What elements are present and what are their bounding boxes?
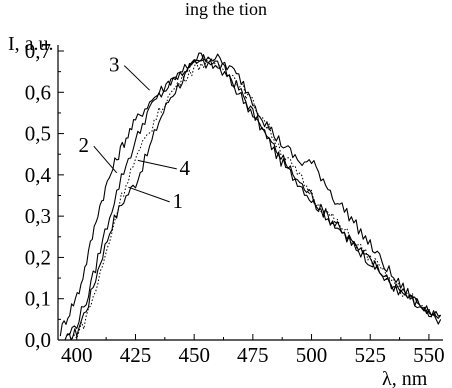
y-tick-label: 0,6 [25, 80, 51, 104]
callout-line-2 [93, 145, 118, 174]
y-tick-label: 0,5 [25, 122, 51, 146]
series-line-4 [71, 57, 437, 340]
callout-label-1: 1 [172, 189, 183, 213]
x-tick-label: 425 [120, 343, 152, 367]
callout-label-4: 4 [180, 156, 191, 180]
x-tick-label: 400 [61, 343, 93, 367]
y-tick-label: 0,4 [25, 163, 52, 187]
callout-line-1 [128, 186, 170, 203]
x-tick-label: 500 [296, 343, 328, 367]
y-tick-label: 0,2 [25, 245, 51, 269]
annotations: 3 2 4 1 [79, 53, 191, 213]
y-axis-title: I, a.u. [8, 33, 54, 55]
callout-label-3: 3 [109, 53, 120, 77]
y-tick-label: 0,1 [25, 287, 51, 311]
callout-line-4 [137, 159, 177, 170]
series-line-1 [67, 54, 442, 341]
x-axis-title: λ, nm [382, 368, 428, 388]
callout-line-3 [123, 65, 150, 91]
y-tick-label: 0,7 [25, 39, 51, 63]
top-text: ing the tion [185, 0, 267, 19]
y-tick-label: 0,3 [25, 204, 51, 228]
callout-label-2: 2 [79, 133, 90, 157]
x-tick-label: 475 [237, 343, 269, 367]
axes: 0,0 0,1 0,2 0,3 0,4 0,5 0,6 0,7 400 425 450 475 500 5… [25, 39, 445, 367]
x-tick-label: 525 [354, 343, 386, 367]
plot-lines [59, 52, 442, 341]
x-tick-label: 550 [413, 343, 445, 367]
x-tick-label: 450 [178, 343, 210, 367]
series-line-2 [59, 59, 441, 337]
y-tick-label: 0,0 [25, 328, 51, 352]
series-line-3 [64, 52, 442, 341]
